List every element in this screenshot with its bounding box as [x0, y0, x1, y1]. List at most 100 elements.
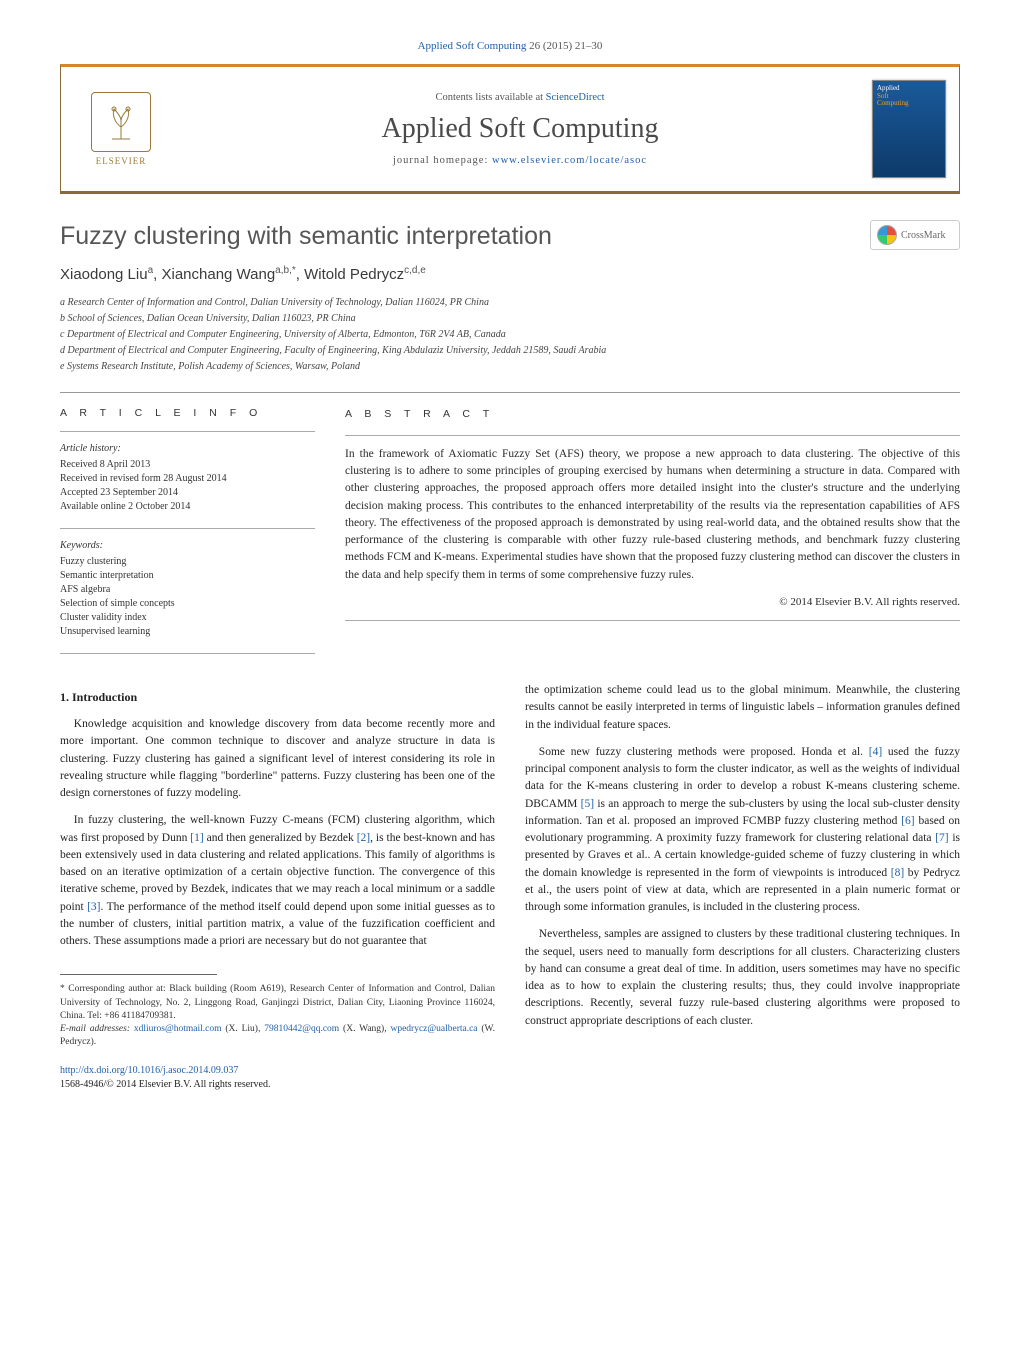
cover-label: Applied Soft Computing [877, 85, 909, 108]
journal-ref-name[interactable]: Applied Soft Computing [418, 40, 527, 52]
right-p2: Some new fuzzy clustering methods were p… [525, 744, 960, 917]
sciencedirect-link[interactable]: ScienceDirect [546, 92, 605, 103]
footnotes-block: * Corresponding author at: Black buildin… [60, 983, 495, 1049]
keywords-list: Fuzzy clustering Semantic interpretation… [60, 555, 315, 639]
ai-divider-2 [60, 528, 315, 529]
ref-6[interactable]: [6] [901, 815, 914, 827]
p2b: and then generalized by Bezdek [204, 832, 357, 844]
keyword-4: Selection of simple concepts [60, 597, 315, 611]
abs-divider-top [345, 435, 960, 436]
affiliation-e: e Systems Research Institute, Polish Aca… [60, 359, 960, 374]
issn-copyright: 1568-4946/© 2014 Elsevier B.V. All right… [60, 1078, 495, 1092]
author-3[interactable]: Witold Pedrycz [304, 266, 404, 283]
author-2-aff: a,b,* [275, 265, 296, 276]
keyword-5: Cluster validity index [60, 611, 315, 625]
affiliation-a: a Research Center of Information and Con… [60, 295, 960, 310]
journal-cover-thumbnail[interactable]: Applied Soft Computing [872, 80, 946, 178]
elsevier-tree-icon [91, 92, 151, 152]
section-1-heading: 1. Introduction [60, 688, 495, 706]
author-1[interactable]: Xiaodong Liu [60, 266, 148, 283]
ref-1[interactable]: [1] [190, 832, 203, 844]
contents-prefix: Contents lists available at [435, 92, 545, 103]
crossmark-badge[interactable]: CrossMark [870, 220, 960, 250]
affiliation-c: c Department of Electrical and Computer … [60, 327, 960, 342]
right-column: the optimization scheme could lead us to… [525, 682, 960, 1092]
affiliations-block: a Research Center of Information and Con… [60, 295, 960, 374]
author-3-aff: c,d,e [404, 265, 426, 276]
keywords-block: Keywords: Fuzzy clustering Semantic inte… [60, 539, 315, 639]
ref-8[interactable]: [8] [891, 867, 904, 879]
doi-block: http://dx.doi.org/10.1016/j.asoc.2014.09… [60, 1064, 495, 1092]
email-label: E-mail addresses: [60, 1024, 134, 1034]
article-info-heading: A R T I C L E I N F O [60, 407, 315, 419]
journal-title: Applied Soft Computing [382, 113, 659, 145]
keyword-3: AFS algebra [60, 583, 315, 597]
header-right: Applied Soft Computing [859, 67, 959, 191]
journal-homepage-line: journal homepage: www.elsevier.com/locat… [393, 155, 647, 166]
keywords-label: Keywords: [60, 539, 315, 553]
ref-7[interactable]: [7] [935, 832, 948, 844]
abstract-heading: A B S T R A C T [345, 407, 960, 423]
intro-p1: Knowledge acquisition and knowledge disc… [60, 716, 495, 802]
keyword-6: Unsupervised learning [60, 625, 315, 639]
right-p3: Nevertheless, samples are assigned to cl… [525, 926, 960, 1030]
elsevier-wordmark: ELSEVIER [96, 156, 147, 166]
crossmark-icon [877, 225, 897, 245]
abstract-copyright: © 2014 Elsevier B.V. All rights reserved… [345, 594, 960, 611]
journal-header-box: ELSEVIER Contents lists available at Sci… [60, 64, 960, 194]
crossmark-label: CrossMark [901, 230, 945, 241]
keyword-2: Semantic interpretation [60, 569, 315, 583]
homepage-prefix: journal homepage: [393, 155, 492, 166]
ref-3[interactable]: [3] [87, 901, 100, 913]
affiliation-d: d Department of Electrical and Computer … [60, 343, 960, 358]
article-info-panel: A R T I C L E I N F O Article history: R… [60, 407, 315, 664]
history-label: Article history: [60, 442, 315, 456]
cover-line3: Computing [877, 100, 909, 108]
title-row: CrossMark Fuzzy clustering with semantic… [60, 222, 960, 251]
keyword-1: Fuzzy clustering [60, 555, 315, 569]
body-two-columns: 1. Introduction Knowledge acquisition an… [60, 682, 960, 1092]
doi-link[interactable]: http://dx.doi.org/10.1016/j.asoc.2014.09… [60, 1065, 238, 1076]
ref-4[interactable]: [4] [869, 746, 882, 758]
ref-5[interactable]: [5] [581, 798, 594, 810]
left-column: 1. Introduction Knowledge acquisition an… [60, 682, 495, 1092]
history-received: Received 8 April 2013 [60, 458, 315, 472]
abstract-text: In the framework of Axiomatic Fuzzy Set … [345, 446, 960, 584]
footnote-separator [60, 974, 217, 975]
intro-p2: In fuzzy clustering, the well-known Fuzz… [60, 812, 495, 950]
header-center: Contents lists available at ScienceDirec… [181, 67, 859, 191]
info-abstract-row: A R T I C L E I N F O Article history: R… [60, 407, 960, 664]
homepage-link[interactable]: www.elsevier.com/locate/asoc [492, 155, 647, 166]
elsevier-logo[interactable]: ELSEVIER [81, 84, 161, 174]
ai-divider-1 [60, 431, 315, 432]
article-title: Fuzzy clustering with semantic interpret… [60, 222, 960, 251]
abstract-panel: A B S T R A C T In the framework of Axio… [345, 407, 960, 664]
email-1-who: (X. Liu) [225, 1024, 258, 1034]
history-accepted: Accepted 23 September 2014 [60, 486, 315, 500]
email-3[interactable]: wpedrycz@ualberta.ca [390, 1024, 477, 1034]
authors-line: Xiaodong Liua, Xianchang Wanga,b,*, Wito… [60, 265, 960, 283]
top-divider [60, 392, 960, 393]
ref-2[interactable]: [2] [357, 832, 370, 844]
ai-divider-3 [60, 653, 315, 654]
corr-author-note: * Corresponding author at: Black buildin… [60, 983, 495, 1023]
affiliation-b: b School of Sciences, Dalian Ocean Unive… [60, 311, 960, 326]
journal-ref-vol: 26 (2015) 21–30 [529, 40, 602, 52]
page-root: Applied Soft Computing 26 (2015) 21–30 [0, 0, 1020, 1142]
rp2a: Some new fuzzy clustering methods were p… [539, 746, 869, 758]
abs-divider-bottom [345, 620, 960, 621]
email-2-who: (X. Wang) [343, 1024, 384, 1034]
history-online: Available online 2 October 2014 [60, 500, 315, 514]
journal-reference-line: Applied Soft Computing 26 (2015) 21–30 [60, 40, 960, 52]
author-1-aff: a [148, 265, 154, 276]
article-history: Article history: Received 8 April 2013 R… [60, 442, 315, 514]
p2d: . The performance of the method itself c… [60, 901, 495, 948]
history-revised: Received in revised form 28 August 2014 [60, 472, 315, 486]
right-p1: the optimization scheme could lead us to… [525, 682, 960, 734]
contents-list-line: Contents lists available at ScienceDirec… [435, 92, 604, 103]
author-2[interactable]: Xianchang Wang [161, 266, 275, 283]
email-1[interactable]: xdliuros@hotmail.com [134, 1024, 222, 1034]
email-2[interactable]: 79810442@qq.com [264, 1024, 339, 1034]
email-line: E-mail addresses: xdliuros@hotmail.com (… [60, 1023, 495, 1050]
elsevier-logo-cell: ELSEVIER [61, 67, 181, 191]
